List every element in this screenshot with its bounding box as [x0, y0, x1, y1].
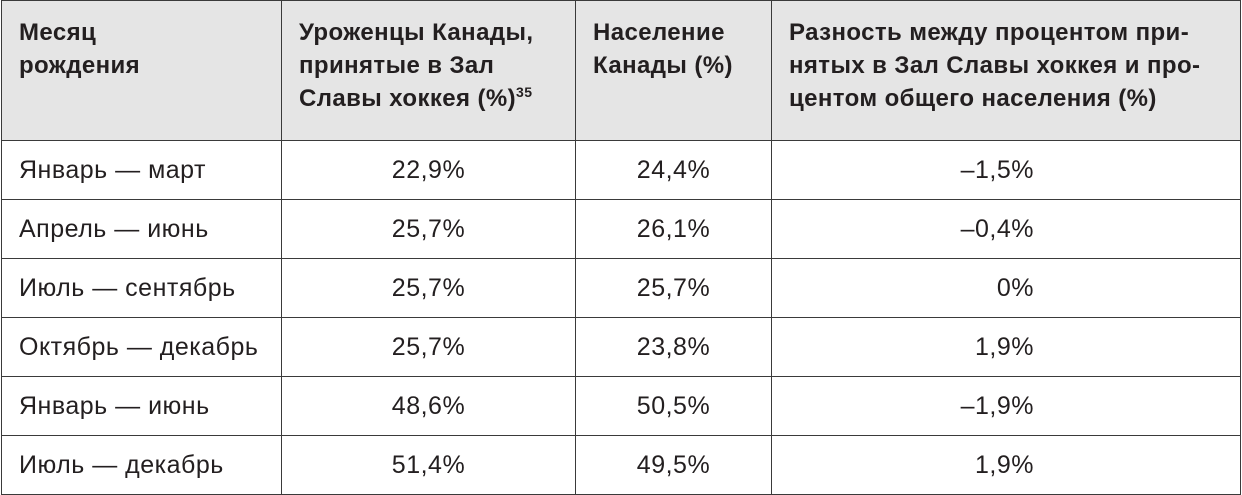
table-cell: 48,6%: [281, 376, 576, 436]
table-cell: 26,1%: [575, 199, 772, 259]
table-cell: 51,4%: [281, 435, 576, 495]
header-line: Канады (%): [593, 52, 733, 79]
table-cell: 23,8%: [575, 317, 772, 377]
table-cell: Октябрь — декабрь: [1, 317, 282, 377]
table-row: Июль — декабрь 51,4% 49,5% 1,9%: [1, 435, 1241, 495]
table-cell: –0,4%: [771, 199, 1241, 259]
table-cell: Июль — декабрь: [1, 435, 282, 495]
table-cell: 0%: [771, 258, 1241, 318]
table-cell: 50,5%: [575, 376, 772, 436]
table-cell: –1,5%: [771, 140, 1241, 200]
table-row: Октябрь — декабрь 25,7% 23,8% 1,9%: [1, 317, 1241, 377]
table-row: Июль — сентябрь 25,7% 25,7% 0%: [1, 258, 1241, 318]
header-cell: Население Канады (%): [575, 0, 772, 141]
header-cell: Уроженцы Канады, принятые в Зал Славы хокк…: [281, 0, 576, 141]
header-line: рождения: [19, 52, 141, 79]
table-cell: 24,4%: [575, 140, 772, 200]
header-line: Население: [593, 19, 725, 46]
table-cell: Апрель — июнь: [1, 199, 282, 259]
table-row: Январь — март 22,9% 24,4% –1,5%: [1, 140, 1241, 200]
table-row: Апрель — июнь 25,7% 26,1% –0,4%: [1, 199, 1241, 259]
table-cell: 22,9%: [281, 140, 576, 200]
table-cell: 25,7%: [281, 199, 576, 259]
table-row: Январь — июнь 48,6% 50,5% –1,9%: [1, 376, 1241, 436]
header-line: нятых в Зал Славы хоккея и про-: [789, 52, 1201, 79]
header-line: центом общего населения (%): [789, 85, 1157, 112]
table-cell: Январь — март: [1, 140, 282, 200]
header-cell: Месяц рождения: [1, 0, 282, 141]
header-line: Уроженцы Канады,: [299, 19, 534, 46]
table-cell: Январь — июнь: [1, 376, 282, 436]
table-cell: 25,7%: [575, 258, 772, 318]
table-cell: Июль — сентябрь: [1, 258, 282, 318]
header-line: принятые в Зал: [299, 52, 495, 79]
header-row: Месяц рождения Уроженцы Канады, принятые в …: [1, 0, 1241, 141]
header-line: Разность между процентом при-: [789, 19, 1190, 46]
header-cell: Разность между процентом при-нятых в Зал…: [771, 0, 1241, 141]
table-body: Январь — март 22,9% 24,4% –1,5% Апрель — июн…: [1, 140, 1241, 495]
header-line: Месяц: [19, 19, 97, 46]
table-cell: 1,9%: [771, 317, 1241, 377]
table-cell: 25,7%: [281, 317, 576, 377]
header-line: Славы хоккея (%): [299, 85, 517, 112]
footnote-ref: 35: [516, 84, 533, 100]
table-cell: 25,7%: [281, 258, 576, 318]
table-cell: –1,9%: [771, 376, 1241, 436]
table-cell: 49,5%: [575, 435, 772, 495]
table-cell: 1,9%: [771, 435, 1241, 495]
